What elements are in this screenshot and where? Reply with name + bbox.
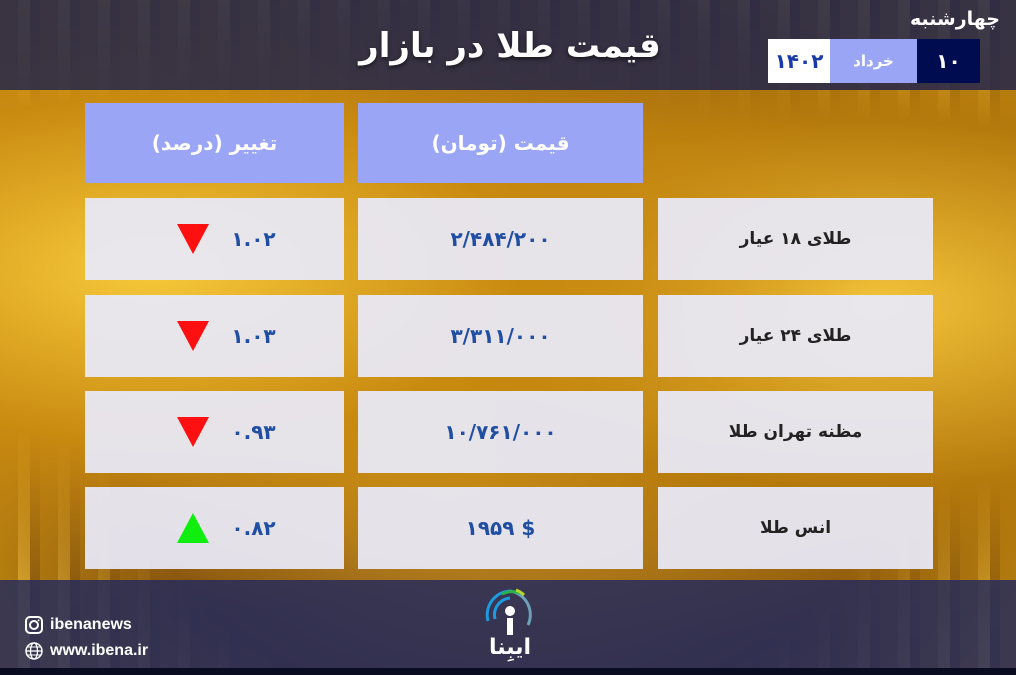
date-day: ۱۰	[917, 39, 980, 83]
website-link[interactable]: www.ibena.ir	[24, 641, 148, 661]
row-change: ۱.۰۳	[85, 295, 344, 377]
change-value: ۱.۰۲	[231, 227, 276, 251]
row-price: ۲/۴۸۴/۲۰۰	[358, 198, 643, 280]
instagram-icon	[25, 616, 43, 634]
website-url: www.ibena.ir	[50, 642, 149, 659]
change-value: ۰.۹۳	[231, 420, 276, 444]
change-value: ۱.۰۳	[231, 324, 276, 348]
row-label: انس طلا	[658, 487, 933, 569]
date-month: خرداد	[830, 39, 917, 83]
logo-text: ایبِنا	[488, 635, 532, 660]
up-arrow-icon	[177, 513, 210, 543]
change-value: ۰.۸۲	[231, 516, 276, 540]
row-label: طلای ۱۸ عیار	[658, 198, 933, 280]
ibena-logo: ایبِنا	[470, 585, 550, 665]
instagram-handle: ibenanews	[50, 616, 132, 633]
row-price: ۱۰/۷۶۱/۰۰۰	[358, 391, 643, 473]
row-price: $ ۱۹۵۹	[358, 487, 643, 569]
broadcast-icon	[485, 588, 532, 635]
down-arrow-icon	[177, 224, 210, 254]
bottom-strip	[0, 668, 1016, 675]
down-arrow-icon	[177, 321, 210, 351]
row-label: طلای ۲۴ عیار	[658, 295, 933, 377]
row-change: ۱.۰۲	[85, 198, 344, 280]
row-change: ۰.۹۳	[85, 391, 344, 473]
row-change: ۰.۸۲	[85, 487, 344, 569]
instagram-link[interactable]: ibenanews	[24, 615, 132, 635]
page-title: قیمت طلا در بازار	[359, 26, 661, 66]
row-label: مظنه تهران طلا	[658, 391, 933, 473]
globe-icon	[25, 642, 43, 660]
date-year: ۱۴۰۲	[768, 39, 830, 83]
column-header-price: قیمت (تومان)	[358, 103, 643, 183]
column-header-change: تغییر (درصد)	[85, 103, 344, 183]
row-price: ۳/۳۱۱/۰۰۰	[358, 295, 643, 377]
down-arrow-icon	[177, 417, 210, 447]
weekday: چهارشنبه	[909, 8, 1000, 30]
